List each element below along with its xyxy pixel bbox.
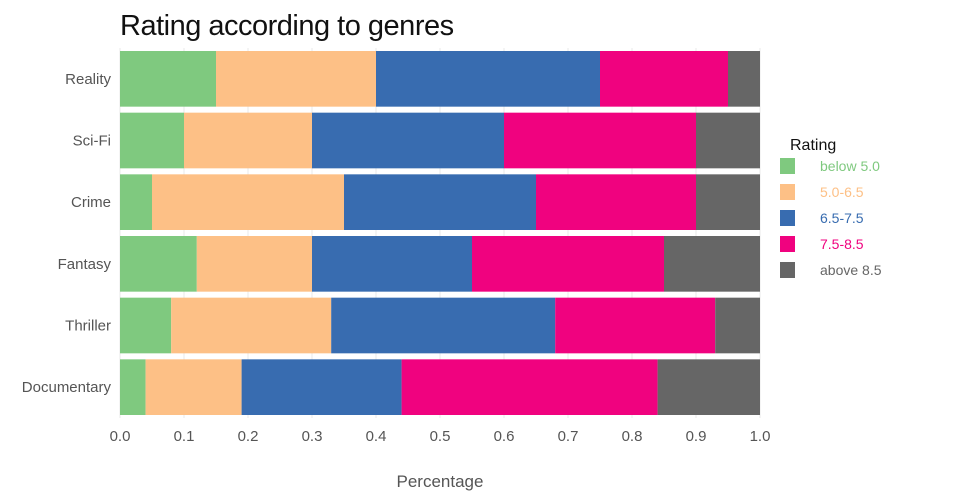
bar-segment bbox=[120, 297, 172, 354]
bar-segment bbox=[664, 236, 760, 292]
bar-segment bbox=[145, 359, 242, 415]
bar-segment bbox=[312, 112, 504, 169]
bar-segment bbox=[401, 359, 658, 415]
x-tick-label: 0.4 bbox=[366, 428, 387, 445]
bar-segment bbox=[536, 174, 696, 230]
legend-label: 5.0-6.5 bbox=[820, 184, 864, 200]
bar-segment bbox=[216, 51, 376, 107]
bars bbox=[120, 51, 760, 415]
bar-segment bbox=[196, 236, 312, 292]
x-axis-title: Percentage bbox=[397, 472, 484, 491]
bar-segment bbox=[696, 174, 760, 230]
bar-segment bbox=[344, 174, 536, 230]
bar-segment bbox=[657, 359, 760, 415]
legend-swatch bbox=[780, 184, 795, 200]
category-label: Fantasy bbox=[58, 256, 112, 273]
legend-swatch bbox=[780, 262, 795, 278]
category-label: Sci-Fi bbox=[73, 133, 111, 150]
category-label: Reality bbox=[65, 71, 111, 88]
bar-segment bbox=[120, 112, 184, 169]
x-tick-label: 0.1 bbox=[174, 428, 195, 445]
chart-title: Rating according to genres bbox=[120, 10, 454, 42]
legend-label: 6.5-7.5 bbox=[820, 210, 864, 226]
legend-swatch bbox=[780, 158, 795, 174]
bar-segment bbox=[376, 51, 600, 107]
legend-label: above 8.5 bbox=[820, 262, 882, 278]
bar-segment bbox=[171, 297, 332, 354]
x-tick-labels: 0.0 0.1 0.2 0.3 0.4 0.5 0.6 0.7 0.8 0.9 1.0 bbox=[110, 428, 771, 445]
bar-segment bbox=[331, 297, 556, 354]
x-tick-label: 0.6 bbox=[494, 428, 515, 445]
legend-swatch bbox=[780, 210, 795, 226]
bar-segment bbox=[555, 297, 716, 354]
bar-segment bbox=[728, 51, 760, 107]
bar-segment bbox=[120, 51, 216, 107]
legend-title: Rating bbox=[790, 137, 836, 154]
bar-segment bbox=[152, 174, 344, 230]
x-tick-label: 1.0 bbox=[750, 428, 771, 445]
bar-segment bbox=[696, 112, 760, 169]
bar-segment bbox=[600, 51, 728, 107]
bar-segment bbox=[120, 236, 197, 292]
x-tick-label: 0.7 bbox=[558, 428, 579, 445]
x-tick-label: 0.2 bbox=[238, 428, 259, 445]
x-tick-label: 0.8 bbox=[622, 428, 643, 445]
bar-segment bbox=[504, 112, 696, 169]
bar-segment bbox=[312, 236, 472, 292]
bar-segment bbox=[241, 359, 402, 415]
bar-segment bbox=[120, 359, 146, 415]
x-tick-label: 0.5 bbox=[430, 428, 451, 445]
legend-label: below 5.0 bbox=[820, 158, 880, 174]
grid-lines bbox=[119, 48, 761, 418]
legend: Rating below 5.0 5.0-6.5 6.5-7.5 7.5-8.5 abo… bbox=[780, 137, 882, 278]
x-tick-label: 0.3 bbox=[302, 428, 323, 445]
x-tick-label: 0.0 bbox=[110, 428, 131, 445]
bar-segment bbox=[715, 297, 760, 354]
bar-segment bbox=[184, 112, 312, 169]
legend-label: 7.5-8.5 bbox=[820, 236, 864, 252]
bar-segment bbox=[472, 236, 664, 292]
category-label: Documentary bbox=[22, 379, 112, 396]
bar-segment bbox=[120, 174, 152, 230]
category-labels: Reality Sci-Fi Crime Fantasy Thriller Documen… bbox=[22, 71, 112, 396]
legend-swatch bbox=[780, 236, 795, 252]
x-tick-label: 0.9 bbox=[686, 428, 707, 445]
category-label: Crime bbox=[71, 194, 111, 211]
category-label: Thriller bbox=[65, 318, 111, 335]
